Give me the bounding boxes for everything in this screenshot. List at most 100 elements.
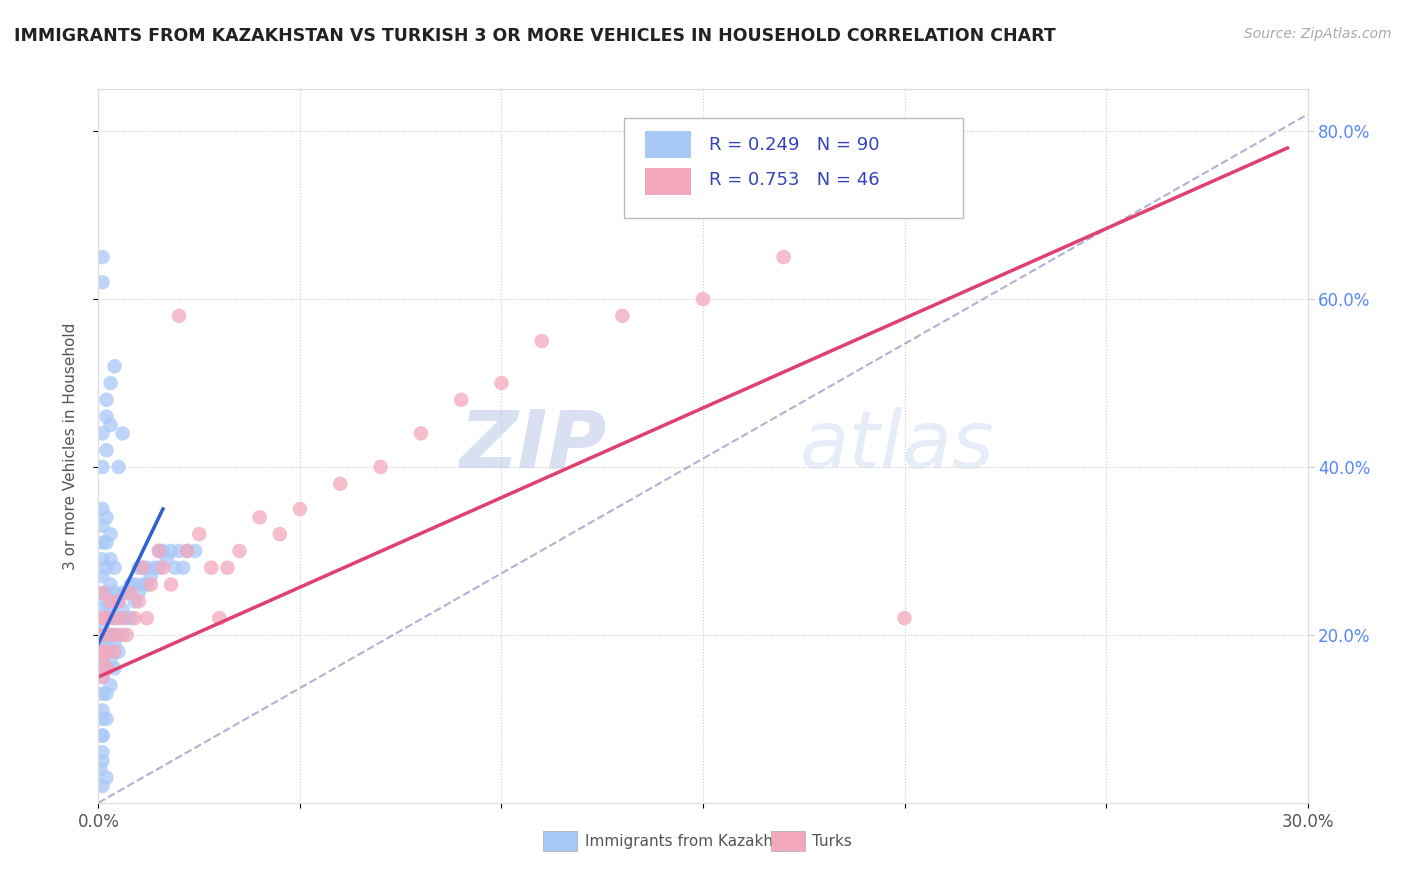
Point: [176, 544, 198, 558]
Point: [111, 426, 134, 441]
Point: [96, 611, 118, 625]
Point: [96, 594, 118, 608]
Point: [120, 586, 142, 600]
Point: [91, 636, 114, 650]
Text: Immigrants from Kazakhstan: Immigrants from Kazakhstan: [585, 834, 806, 849]
Point: [96, 535, 118, 549]
Point: [100, 628, 122, 642]
Point: [156, 552, 179, 566]
Point: [100, 417, 122, 432]
Point: [100, 653, 122, 667]
Point: [91, 779, 114, 793]
Point: [409, 426, 432, 441]
Point: [148, 560, 170, 574]
Point: [143, 560, 166, 574]
Point: [100, 577, 122, 591]
Point: [491, 376, 513, 390]
Point: [96, 687, 118, 701]
Point: [135, 611, 157, 625]
Point: [91, 586, 114, 600]
Point: [152, 544, 174, 558]
Point: [103, 560, 125, 574]
Text: IMMIGRANTS FROM KAZAKHSTAN VS TURKISH 3 OR MORE VEHICLES IN HOUSEHOLD CORRELATIO: IMMIGRANTS FROM KAZAKHSTAN VS TURKISH 3 …: [14, 27, 1056, 45]
Point: [160, 544, 183, 558]
Point: [91, 518, 114, 533]
Point: [91, 275, 114, 289]
Point: [111, 603, 134, 617]
Point: [228, 544, 250, 558]
Text: atlas: atlas: [800, 407, 994, 485]
Point: [103, 359, 125, 374]
Point: [163, 560, 186, 574]
Point: [91, 619, 114, 633]
Point: [167, 544, 190, 558]
Point: [124, 594, 146, 608]
Point: [103, 586, 125, 600]
Point: [115, 586, 138, 600]
Point: [91, 746, 114, 760]
Point: [188, 527, 211, 541]
Bar: [543, 831, 578, 851]
Point: [132, 560, 155, 574]
Point: [107, 594, 129, 608]
Point: [111, 628, 134, 642]
Point: [139, 577, 162, 591]
Point: [89, 628, 111, 642]
Point: [96, 661, 118, 675]
Point: [120, 611, 142, 625]
Point: [100, 645, 122, 659]
Point: [103, 661, 125, 675]
Point: [893, 611, 915, 625]
Point: [772, 250, 794, 264]
Point: [96, 712, 118, 726]
Point: [91, 502, 114, 516]
Point: [200, 560, 222, 574]
Bar: [645, 168, 690, 194]
Point: [96, 645, 118, 659]
Point: [96, 586, 118, 600]
Point: [96, 771, 118, 785]
Point: [91, 670, 114, 684]
Point: [91, 729, 114, 743]
Point: [370, 460, 392, 475]
Point: [91, 703, 114, 717]
Point: [103, 611, 125, 625]
Point: [96, 392, 118, 407]
Point: [111, 586, 134, 600]
Point: [103, 611, 125, 625]
Point: [450, 392, 472, 407]
Point: [128, 586, 150, 600]
Point: [288, 502, 311, 516]
Point: [208, 611, 231, 625]
Point: [160, 577, 183, 591]
Point: [96, 510, 118, 524]
Point: [111, 611, 134, 625]
Point: [103, 636, 125, 650]
Point: [96, 636, 118, 650]
Point: [91, 729, 114, 743]
Point: [91, 754, 114, 768]
Point: [107, 611, 129, 625]
Bar: [770, 831, 804, 851]
Point: [167, 309, 190, 323]
Bar: [645, 131, 690, 159]
Point: [100, 603, 122, 617]
Point: [107, 628, 129, 642]
Point: [148, 544, 170, 558]
Point: [91, 552, 114, 566]
Point: [100, 628, 122, 642]
Point: [91, 460, 114, 475]
Point: [96, 443, 118, 458]
Text: R = 0.753   N = 46: R = 0.753 N = 46: [709, 171, 880, 189]
Point: [249, 510, 271, 524]
Point: [91, 611, 114, 625]
Point: [217, 560, 239, 574]
Point: [176, 544, 198, 558]
Point: [91, 586, 114, 600]
Point: [91, 569, 114, 583]
Point: [139, 569, 162, 583]
Point: [100, 376, 122, 390]
Point: [91, 535, 114, 549]
Point: [96, 611, 118, 625]
Point: [124, 611, 146, 625]
